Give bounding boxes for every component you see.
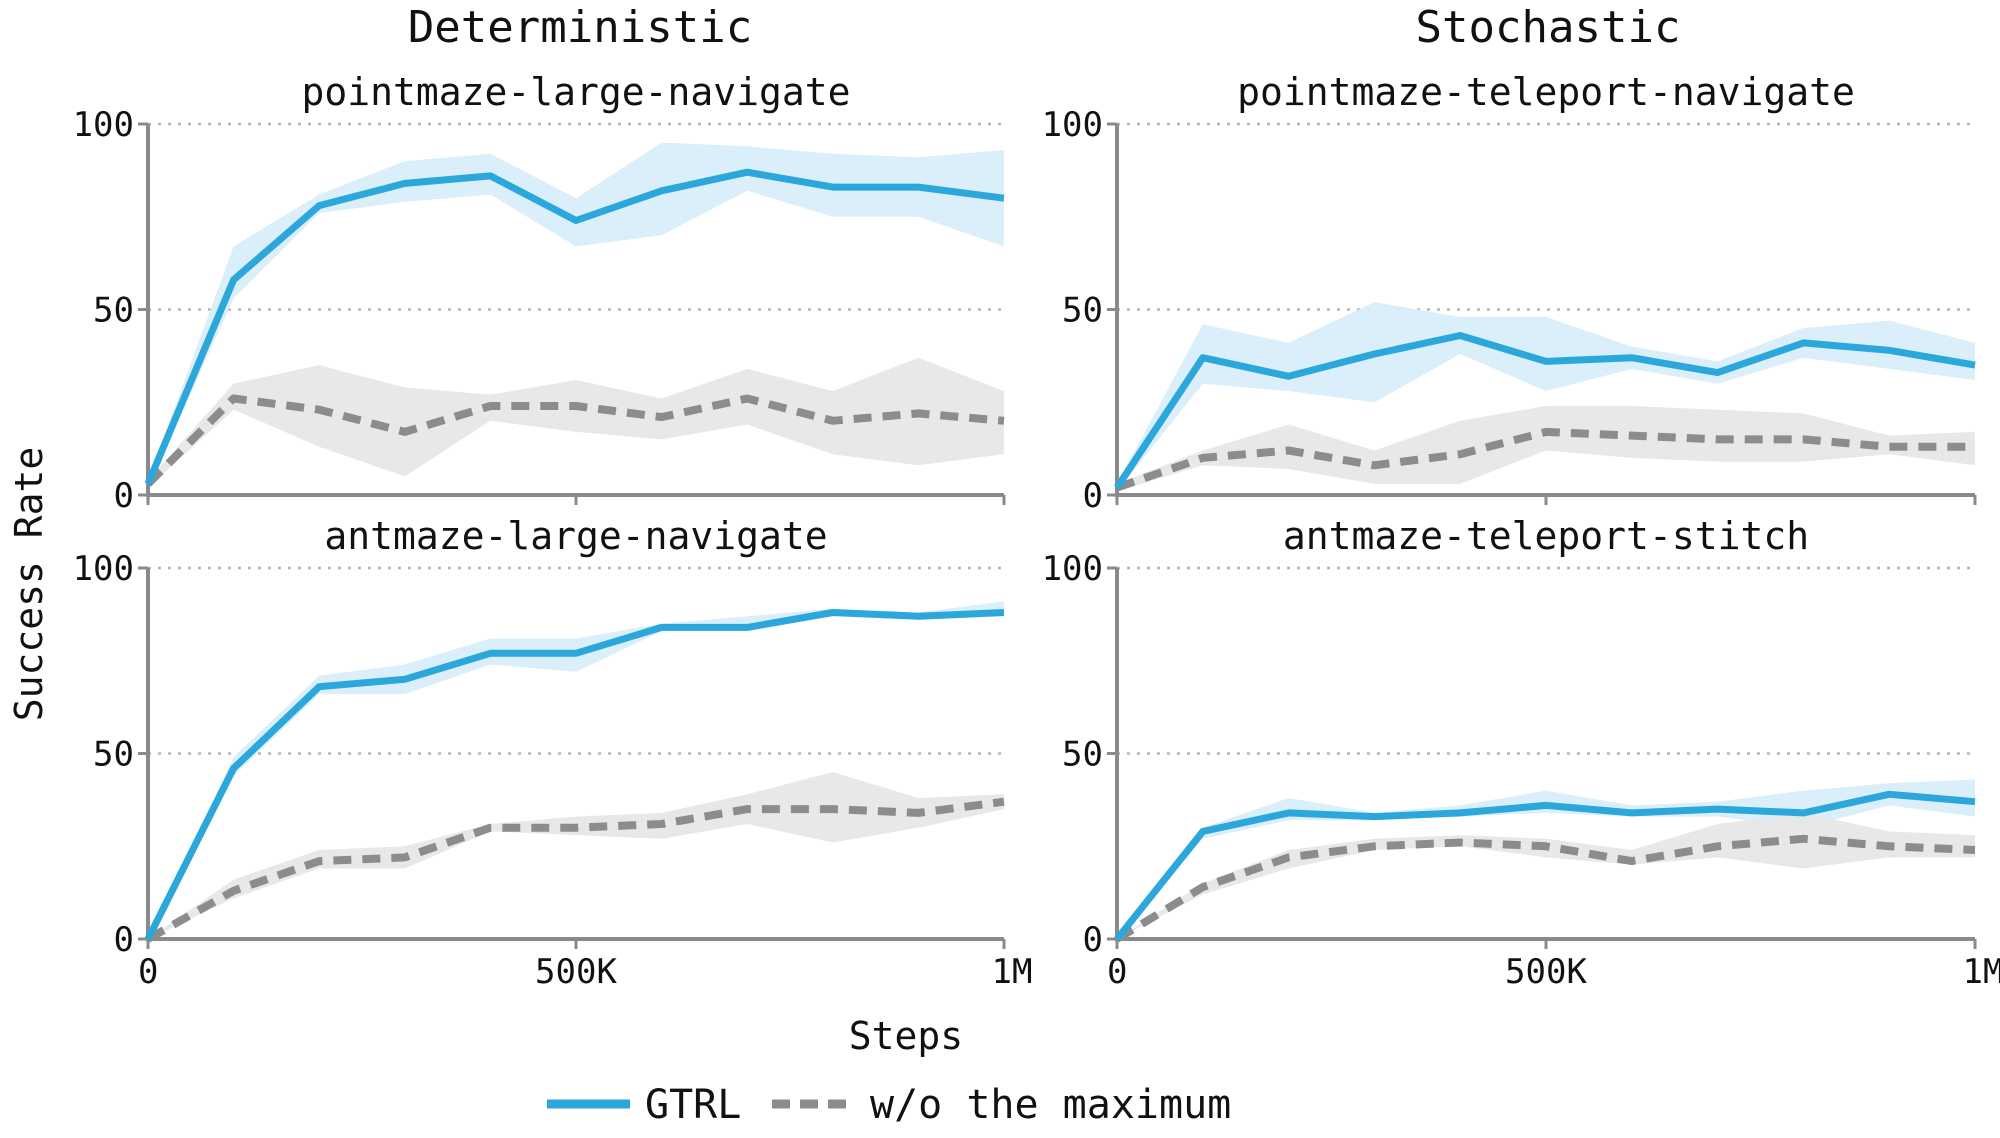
- panel-pointmaze-large-navigate: pointmaze-large-navigate 0 50 100: [73, 70, 1006, 516]
- x-tick-label: 500K: [1505, 952, 1587, 992]
- band-w-o-the-maximum: [148, 772, 1004, 939]
- series-line-gtrl: [144, 609, 1005, 941]
- band-w-o-the-maximum: [148, 357, 1004, 488]
- y-tick-label: 0: [1083, 920, 1103, 960]
- column-title-stochastic: Stochastic: [1416, 2, 1681, 53]
- x-tick-label: 1M: [992, 952, 1033, 992]
- y-tick-label: 50: [93, 291, 134, 331]
- y-tick-label: 100: [1042, 549, 1103, 589]
- y-tick-label: 0: [114, 920, 134, 960]
- panel-antmaze-large-navigate: antmaze-large-navigate 0 50 100 0 500K 1M: [73, 514, 1033, 992]
- y-tick-label: 0: [114, 476, 134, 516]
- series-line-w-o-the-maximum: [1114, 834, 1976, 943]
- y-tick-label: 50: [1062, 735, 1103, 775]
- band-w-o-the-maximum: [1117, 406, 1975, 492]
- y-tick-label: 100: [73, 549, 134, 589]
- panel-antmaze-teleport-stitch: antmaze-teleport-stitch 0 50 100 0 500K 1M: [1042, 514, 2000, 992]
- x-tick-label: 0: [1107, 952, 1127, 992]
- panel-title: pointmaze-teleport-navigate: [1237, 70, 1855, 114]
- panel-title: pointmaze-large-navigate: [301, 70, 850, 114]
- x-tick-label: 500K: [535, 952, 617, 992]
- series-line-w-o-the-maximum: [1115, 427, 1975, 492]
- panel-title: antmaze-large-navigate: [324, 514, 827, 558]
- y-tick-label: 50: [1062, 291, 1103, 331]
- panel-title: antmaze-teleport-stitch: [1283, 514, 1809, 558]
- x-tick-label: 1M: [1963, 952, 2000, 992]
- legend: GTRL w/o the maximum: [547, 1082, 1231, 1128]
- y-tick-label: 100: [73, 105, 134, 145]
- series-line-w-o-the-maximum: [145, 394, 1005, 487]
- series-line-gtrl: [144, 168, 1005, 486]
- band-gtrl: [148, 142, 1004, 488]
- series-line-w-o-the-maximum: [146, 797, 1005, 943]
- panel-pointmaze-teleport-navigate: pointmaze-teleport-navigate 0 50 100: [1042, 70, 1977, 516]
- y-axis-label: Success Rate: [7, 447, 51, 722]
- column-title-deterministic: Deterministic: [408, 2, 752, 53]
- band-gtrl: [1117, 302, 1975, 492]
- series-line-gtrl: [1114, 332, 1976, 490]
- x-axis-label: Steps: [849, 1014, 963, 1058]
- y-tick-label: 50: [93, 735, 134, 775]
- band-w-o-the-maximum: [1117, 812, 1975, 939]
- legend-label-gtrl: GTRL: [645, 1082, 741, 1128]
- legend-label-ablation: w/o the maximum: [870, 1082, 1231, 1128]
- x-tick-label: 0: [138, 952, 158, 992]
- y-tick-label: 0: [1083, 476, 1103, 516]
- series-line-gtrl: [1114, 790, 1976, 942]
- y-tick-label: 100: [1042, 105, 1103, 145]
